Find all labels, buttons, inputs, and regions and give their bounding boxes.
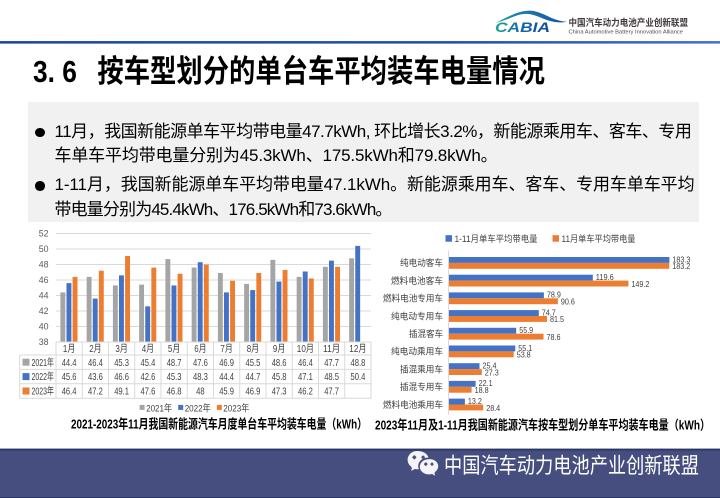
svg-text:46.8: 46.8 <box>167 386 182 398</box>
svg-text:38: 38 <box>39 337 49 347</box>
svg-text:纯电动专用车: 纯电动专用车 <box>391 310 443 321</box>
svg-text:插混客车: 插混客车 <box>409 328 443 339</box>
svg-text:3月: 3月 <box>115 343 127 355</box>
svg-text:42.6: 42.6 <box>141 371 156 383</box>
svg-text:46.6: 46.6 <box>114 371 129 383</box>
svg-text:78.6: 78.6 <box>547 333 561 342</box>
svg-text:7月: 7月 <box>220 343 232 355</box>
svg-text:43.6: 43.6 <box>88 371 103 383</box>
svg-text:46.9: 46.9 <box>219 357 234 369</box>
svg-text:46.9: 46.9 <box>246 386 261 398</box>
svg-text:27.3: 27.3 <box>485 368 499 377</box>
svg-text:47.6: 47.6 <box>141 386 156 398</box>
svg-text:48: 48 <box>39 260 49 270</box>
svg-text:9月: 9月 <box>273 343 285 355</box>
svg-text:11月: 11月 <box>323 343 340 355</box>
svg-text:183.2: 183.2 <box>672 262 690 271</box>
svg-text:44.4: 44.4 <box>219 371 234 383</box>
svg-text:纯电动乘用车: 纯电动乘用车 <box>391 346 443 357</box>
svg-text:47.7: 47.7 <box>324 386 339 398</box>
svg-text:2021年: 2021年 <box>146 402 172 414</box>
svg-text:55.9: 55.9 <box>519 326 533 335</box>
svg-text:CABIA: CABIA <box>495 20 550 35</box>
svg-text:燃料电池专用车: 燃料电池专用车 <box>383 293 443 304</box>
svg-text:90.6: 90.6 <box>561 298 575 307</box>
svg-text:78.9: 78.9 <box>547 291 561 300</box>
svg-text:45.4: 45.4 <box>141 357 156 369</box>
svg-text:6月: 6月 <box>194 343 206 355</box>
svg-text:18.8: 18.8 <box>475 386 489 395</box>
svg-text:183.3: 183.3 <box>672 255 690 264</box>
svg-text:47.1: 47.1 <box>298 371 313 383</box>
svg-text:插混乘用车: 插混乘用车 <box>400 363 443 374</box>
svg-text:插混专用车: 插混专用车 <box>400 381 443 392</box>
svg-text:45.3: 45.3 <box>114 357 129 369</box>
svg-text:46.4: 46.4 <box>88 357 103 369</box>
svg-text:47.3: 47.3 <box>272 386 287 398</box>
svg-text:48.7: 48.7 <box>167 357 182 369</box>
svg-text:45.5: 45.5 <box>246 357 261 369</box>
svg-text:44.4: 44.4 <box>62 357 77 369</box>
svg-text:46: 46 <box>39 275 49 285</box>
svg-text:2022年: 2022年 <box>32 370 55 383</box>
svg-text:11月单车平均带电量: 11月单车平均带电量 <box>562 233 636 244</box>
svg-text:42: 42 <box>39 306 49 316</box>
svg-text:45.9: 45.9 <box>219 386 234 398</box>
svg-text:81.5: 81.5 <box>550 315 564 324</box>
svg-text:2021-2023年11月我国新能源汽车月度单台车平均装车电: 2021-2023年11月我国新能源汽车月度单台车平均装车电量（kWh） <box>71 417 367 432</box>
svg-text:纯电动客车: 纯电动客车 <box>400 257 443 268</box>
svg-text:燃料电池乘用车: 燃料电池乘用车 <box>383 399 443 410</box>
svg-text:50: 50 <box>39 244 49 254</box>
svg-text:74.7: 74.7 <box>542 308 556 317</box>
svg-text:48.5: 48.5 <box>324 371 339 383</box>
svg-text:46.4: 46.4 <box>62 386 77 398</box>
svg-text:5月: 5月 <box>168 343 180 355</box>
svg-text:44: 44 <box>39 291 49 301</box>
svg-text:45.3: 45.3 <box>167 371 182 383</box>
svg-text:46.2: 46.2 <box>298 386 313 398</box>
svg-text:2023年: 2023年 <box>223 402 249 414</box>
svg-text:12月: 12月 <box>349 343 366 355</box>
svg-text:149.2: 149.2 <box>631 280 649 289</box>
svg-text:22.1: 22.1 <box>479 379 493 388</box>
svg-text:3. 6 按车型划分的单台车平均装车电量情况: 3. 6 按车型划分的单台车平均装车电量情况 <box>33 54 545 89</box>
svg-text:55.1: 55.1 <box>518 344 532 353</box>
svg-text:48: 48 <box>196 386 205 398</box>
svg-text:28.4: 28.4 <box>486 404 500 413</box>
svg-text:中国汽车动力电池产业创新联盟: 中国汽车动力电池产业创新联盟 <box>569 17 689 29</box>
svg-text:2023年: 2023年 <box>32 385 55 398</box>
svg-text:China Automotive Battery Innov: China Automotive Battery Innovation Alli… <box>569 29 684 35</box>
svg-text:45.8: 45.8 <box>272 371 287 383</box>
svg-text:46.4: 46.4 <box>298 357 313 369</box>
svg-text:2022年: 2022年 <box>185 402 211 414</box>
svg-text:47.2: 47.2 <box>88 386 103 398</box>
svg-text:10月: 10月 <box>297 343 314 355</box>
svg-text:45.6: 45.6 <box>62 371 77 383</box>
svg-text:50.4: 50.4 <box>351 371 366 383</box>
svg-text:49.1: 49.1 <box>114 386 129 398</box>
svg-text:25.4: 25.4 <box>483 362 497 371</box>
svg-text:47.7: 47.7 <box>324 357 339 369</box>
svg-text:8月: 8月 <box>247 343 259 355</box>
svg-text:48.3: 48.3 <box>193 371 208 383</box>
svg-text:4月: 4月 <box>142 343 154 355</box>
svg-text:燃料电池客车: 燃料电池客车 <box>391 275 443 286</box>
svg-text:48.6: 48.6 <box>272 357 287 369</box>
svg-text:2023年11月及1-11月我国新能源汽车按车型划分单车平均: 2023年11月及1-11月我国新能源汽车按车型划分单车平均装车电量（kWh） <box>375 417 710 432</box>
svg-text:40: 40 <box>39 322 49 332</box>
svg-text:1-11月单车平均带电量: 1-11月单车平均带电量 <box>455 233 538 244</box>
svg-text:119.6: 119.6 <box>596 273 614 282</box>
svg-text:1月: 1月 <box>63 343 75 355</box>
svg-text:47.6: 47.6 <box>193 357 208 369</box>
svg-text:53.8: 53.8 <box>517 351 531 360</box>
svg-text:48.8: 48.8 <box>351 357 366 369</box>
svg-text:中国汽车动力电池产业创新联盟: 中国汽车动力电池产业创新联盟 <box>444 454 699 478</box>
svg-text:52: 52 <box>39 229 49 239</box>
svg-text:2月: 2月 <box>89 343 101 355</box>
svg-text:44.7: 44.7 <box>246 371 261 383</box>
svg-text:2021年: 2021年 <box>32 356 55 369</box>
svg-text:13.2: 13.2 <box>468 397 482 406</box>
